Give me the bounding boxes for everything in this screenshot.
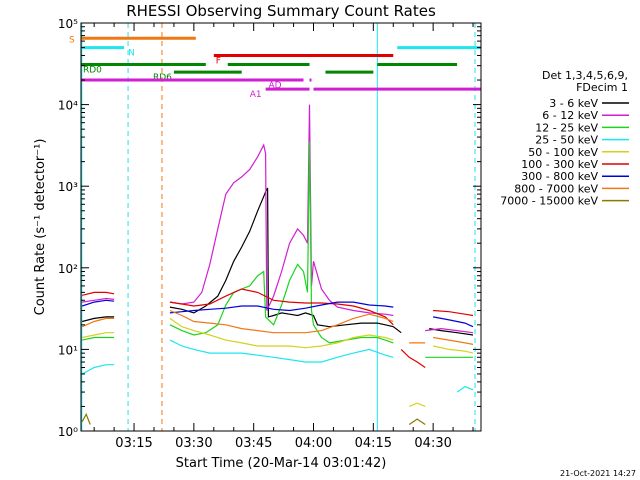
flag-label-rd0: RD0: [83, 66, 102, 76]
legend-entry-label-2: 6 - 12 keV: [542, 109, 598, 122]
series-8-line-segment-1: [81, 317, 115, 328]
y-tick-label-1: 10⁰: [58, 425, 78, 439]
legend-entry-label-8: 800 - 7000 keV: [514, 182, 598, 195]
legend-entry-label-5: 50 - 100 keV: [528, 146, 598, 159]
series-lines: [81, 104, 474, 425]
x-tick-label-1: 03:15: [115, 436, 152, 451]
series-5-line-segment-4: [432, 345, 474, 354]
series-9-line-segment-2: [408, 418, 426, 425]
series-7-line-segment-3: [432, 316, 474, 328]
series-2-line-segment-3: [425, 327, 474, 334]
series-2-line-segment-1: [82, 297, 115, 303]
y-tick-label-6: 10⁵: [58, 17, 78, 31]
series-5-line-segment-3: [408, 402, 426, 407]
y-tick-label-4: 10³: [58, 180, 78, 194]
x-tick-label-2: 03:30: [175, 436, 212, 451]
flag-label-a1: A1: [250, 90, 262, 100]
flag-label-f: F: [216, 56, 221, 66]
x-tick-label-5: 04:15: [355, 436, 392, 451]
x-tick-label-3: 03:45: [235, 436, 272, 451]
x-tick-label-6: 04:30: [414, 436, 451, 451]
legend-entry-label-4: 25 - 50 keV: [535, 134, 598, 147]
flag-label-rd6: RD6: [153, 73, 172, 83]
legend-entry-label-7: 300 - 800 keV: [521, 170, 598, 183]
plot-frame: [80, 22, 482, 432]
series-6-line-segment-4: [433, 309, 474, 317]
flag-bars: S N F RD0 RD6 AD A1: [69, 35, 481, 100]
series-5-line-segment-2: [169, 317, 394, 349]
y-tick-label-5: 10⁴: [58, 99, 78, 113]
vertical-markers: [81, 23, 476, 431]
footer-timestamp: 21-Oct-2021 14:27: [560, 469, 636, 478]
series-5-line-segment-1: [82, 332, 115, 339]
y-axis-label: Count Rate (s⁻¹ detector⁻¹): [33, 139, 48, 316]
y-tick-label-2: 10¹: [58, 343, 78, 357]
flag-label-s: S: [69, 35, 75, 45]
x-tick-label-4: 04:00: [295, 436, 332, 451]
series-8-line-segment-4: [433, 336, 474, 345]
y-tick-label-3: 10²: [58, 262, 78, 276]
series-4-line-segment-3: [456, 385, 474, 393]
flag-label-ad: AD: [268, 81, 281, 91]
chart-title: RHESSI Observing Summary Count Rates: [126, 2, 436, 20]
series-3-line-segment-2: [169, 141, 394, 344]
series-7-line-segment-2: [169, 301, 394, 314]
legend-entry-label-9: 7000 - 15000 keV: [500, 195, 598, 208]
series-3-line-segment-1: [82, 336, 115, 341]
series-6-line-segment-3: [400, 348, 426, 368]
series-1-line-segment-2: [169, 187, 402, 334]
legend-entry-label-1: 3 - 6 keV: [549, 97, 598, 110]
series-6-line-segment-2: [169, 288, 394, 326]
x-axis-label: Start Time (20-Mar-14 03:01:42): [176, 456, 387, 471]
legend-header-line-1: Det 1,3,4,5,6,9,: [542, 69, 628, 82]
series-2-line-segment-2: [169, 104, 394, 317]
series-1-line-segment-1: [82, 316, 115, 323]
axes: 03:15 03:30 03:45 04:00 04:15 04:30 10⁰ 10¹ 10² 1…: [58, 17, 481, 451]
legend-header-line-2: FDecim 1: [576, 81, 628, 94]
series-7-line-segment-1: [82, 299, 115, 307]
series-4-line-segment-1: [81, 364, 115, 375]
series-8-line-segment-2: [169, 309, 394, 334]
legend-entry-label-3: 12 - 25 keV: [535, 121, 598, 134]
flag-label-n: N: [128, 49, 135, 59]
series-9-line-segment-1: [81, 412, 91, 425]
series-6-line-segment-1: [82, 291, 115, 296]
series-4-line-segment-2: [169, 339, 394, 363]
legend-entry-label-6: 100 - 300 keV: [521, 158, 598, 171]
